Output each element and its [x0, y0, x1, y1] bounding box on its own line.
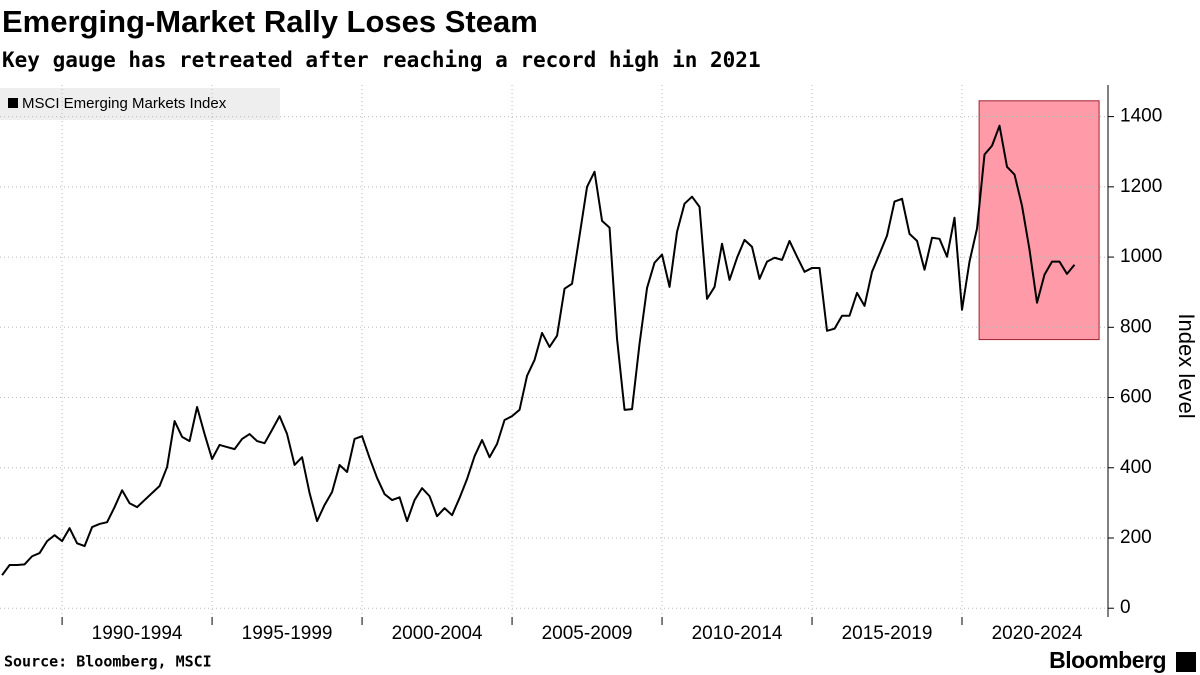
y-tick-label: 1400	[1120, 106, 1162, 127]
chart-subtitle: Key gauge has retreated after reaching a…	[2, 48, 761, 72]
chart-title: Emerging-Market Rally Loses Steam	[2, 4, 538, 39]
y-tick-label: 600	[1120, 387, 1152, 408]
brand-icon	[1176, 652, 1196, 672]
legend-box	[0, 88, 280, 120]
y-tick-label: 1000	[1120, 246, 1162, 267]
brand-logo: Bloomberg	[1049, 647, 1166, 673]
y-tick-label: 800	[1120, 316, 1152, 337]
y-tick-label: 400	[1120, 457, 1152, 478]
x-tick-label: 2005-2009	[542, 623, 633, 644]
y-tick-label: 200	[1120, 527, 1152, 548]
x-tick-label: 1995-1999	[242, 623, 333, 644]
x-tick-label: 2020-2024	[992, 623, 1083, 644]
x-tick-label: 2000-2004	[392, 623, 483, 644]
highlight-box	[978, 100, 1100, 341]
legend-swatch	[8, 98, 18, 108]
x-tick-label: 2015-2019	[842, 623, 933, 644]
data-line	[1, 124, 1076, 576]
y-axis-title: Index level	[1174, 313, 1199, 418]
x-tick-label: 1990-1994	[92, 623, 183, 644]
y-tick-label: 1200	[1120, 176, 1162, 197]
legend-label: MSCI Emerging Markets Index	[22, 95, 227, 112]
y-tick-label: 0	[1120, 597, 1131, 618]
x-tick-label: 2010-2014	[692, 623, 783, 644]
plot-area: 0 200 400 600 800 1000 1200 1400 1990-1994 1995-1…	[0, 85, 1162, 644]
source-note: Source: Bloomberg, MSCI	[4, 653, 212, 671]
